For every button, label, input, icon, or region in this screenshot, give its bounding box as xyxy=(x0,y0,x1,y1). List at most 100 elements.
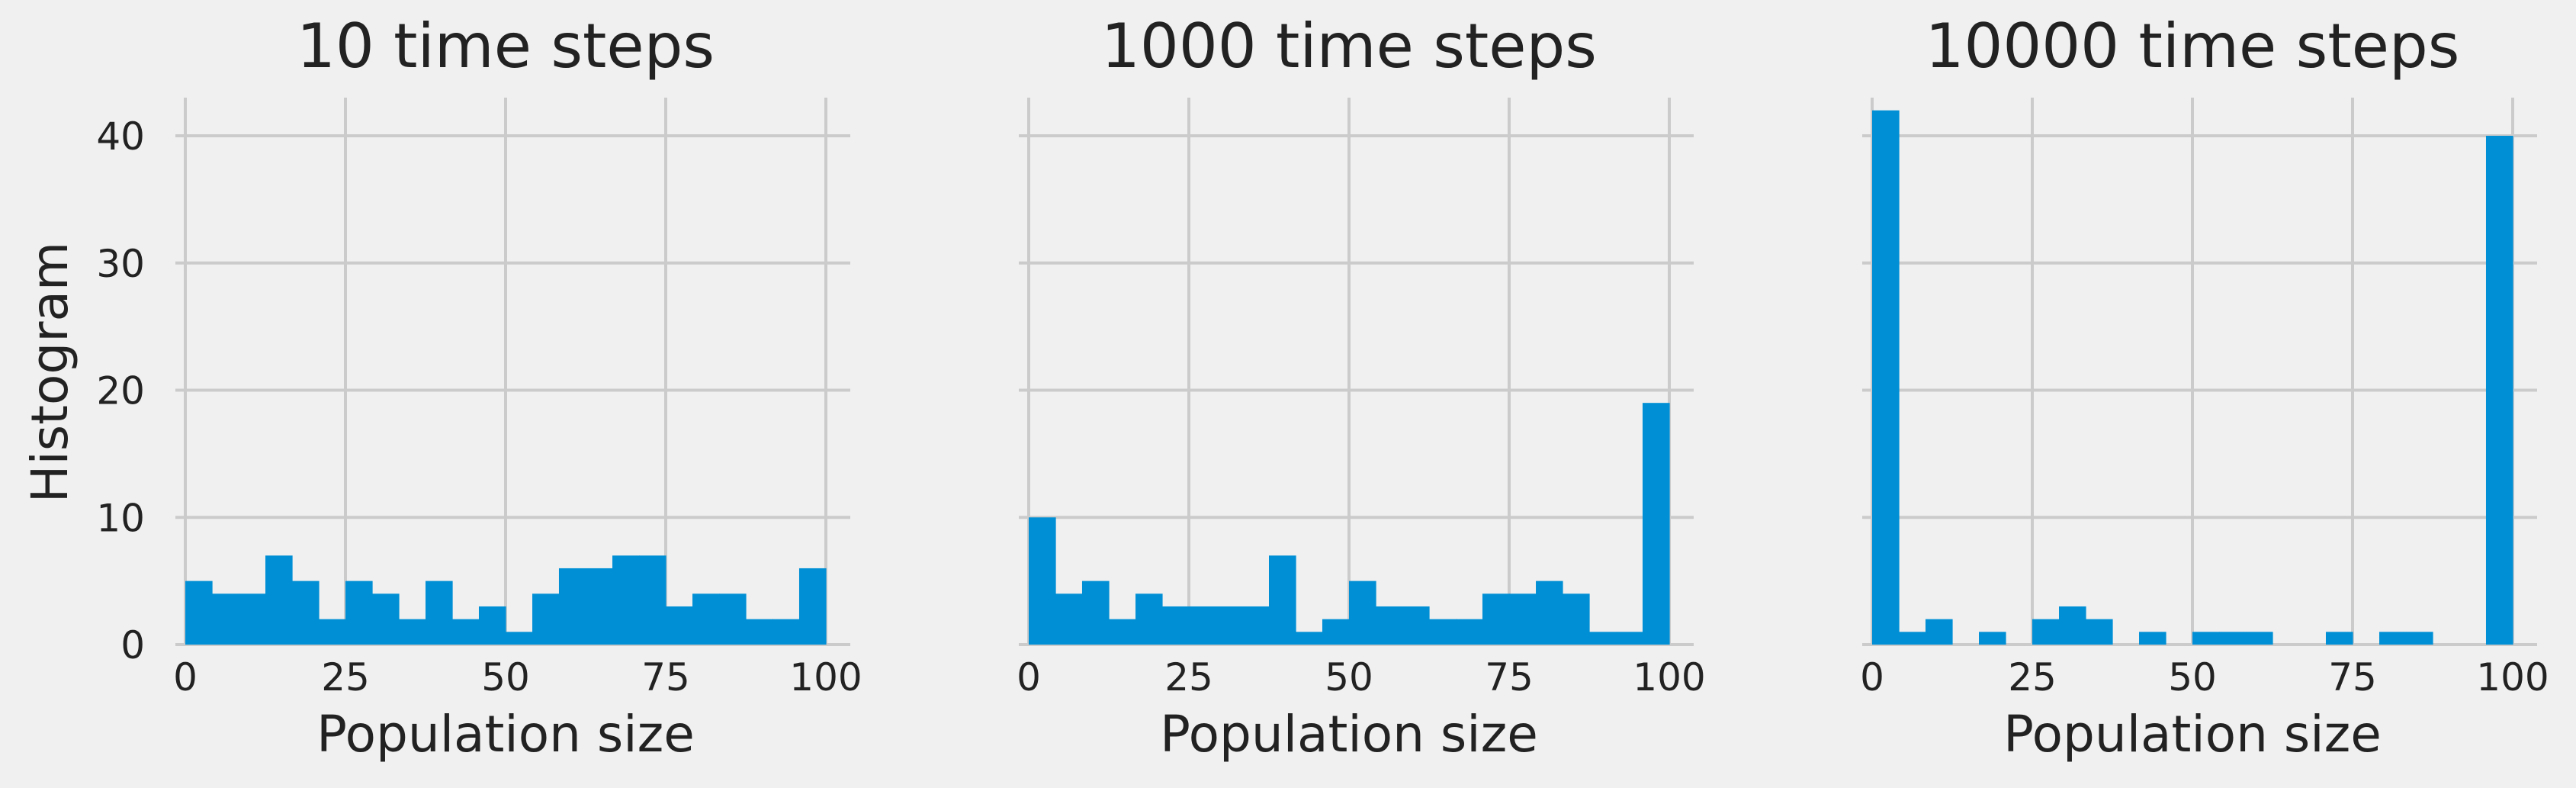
histogram-bar xyxy=(1482,593,1510,645)
y-tick-label: 20 xyxy=(96,369,145,413)
histogram-bar xyxy=(1402,606,1430,645)
histogram-bar xyxy=(506,632,533,645)
histogram-bar xyxy=(1872,110,1900,645)
y-tick-label: 0 xyxy=(120,623,145,667)
histogram-bar xyxy=(1349,581,1376,645)
x-tick-label: 25 xyxy=(1164,655,1213,700)
histogram-bar xyxy=(1925,619,1953,645)
y-tick-label: 30 xyxy=(96,242,145,286)
histogram-bar xyxy=(1109,619,1136,645)
bars xyxy=(1029,403,1670,645)
histogram-bar xyxy=(586,568,613,645)
x-tick-label: 25 xyxy=(321,655,370,700)
x-axis-label: Population size xyxy=(316,705,695,764)
y-tick-label: 40 xyxy=(96,114,145,159)
histogram-bar xyxy=(1376,606,1403,645)
histogram-bar xyxy=(1642,403,1670,645)
histogram-bar xyxy=(1509,593,1537,645)
histogram-bar xyxy=(212,593,239,645)
histogram-bar xyxy=(2325,632,2353,645)
x-ticks: 0 25 50 75 100 xyxy=(1860,655,2549,700)
histogram-bar xyxy=(372,593,400,645)
histogram-bar xyxy=(612,555,640,645)
y-ticks: 0 10 20 30 40 xyxy=(96,114,145,667)
histogram-bar xyxy=(1296,632,1323,645)
histogram-bar xyxy=(1161,606,1190,645)
panel-title: 10 time steps xyxy=(297,11,715,82)
panel-10000-time-steps: 10000 time steps Population size 0 25 50 75… xyxy=(1860,11,2549,764)
histogram-bar xyxy=(452,619,480,645)
histogram-bar xyxy=(772,619,800,645)
x-tick-label: 100 xyxy=(1633,655,1705,700)
histogram-bar xyxy=(666,606,693,645)
x-tick-label: 50 xyxy=(481,655,530,700)
histogram-bar xyxy=(718,593,747,645)
y-tick-label: 10 xyxy=(96,496,145,540)
histogram-bar xyxy=(1055,593,1083,645)
histogram-bar xyxy=(1429,619,1457,645)
x-tick-label: 25 xyxy=(2008,655,2057,700)
x-tick-label: 75 xyxy=(1485,655,1534,700)
histogram-bar xyxy=(1216,606,1243,645)
histogram-bar xyxy=(292,581,320,645)
histogram-bar xyxy=(238,593,266,645)
histogram-bar xyxy=(1269,555,1296,645)
histogram-bar xyxy=(798,568,827,645)
histogram-bar xyxy=(1456,619,1483,645)
histogram-bar xyxy=(532,593,560,645)
panel-1000-time-steps: 1000 time steps Population size 0 25 50 75 1… xyxy=(1017,11,1706,764)
histogram-bar xyxy=(1899,632,1926,645)
x-tick-label: 50 xyxy=(2168,655,2217,700)
x-tick-label: 100 xyxy=(2476,655,2549,700)
histogram-bar xyxy=(2219,632,2247,645)
bars xyxy=(185,555,827,645)
histogram-bar xyxy=(2485,136,2513,645)
histogram-bar xyxy=(1562,593,1590,645)
histogram-bar xyxy=(2245,632,2273,645)
histogram-bar xyxy=(2085,619,2113,645)
histogram-bar xyxy=(1029,517,1056,645)
histogram-bar xyxy=(1536,581,1563,645)
histogram-bar xyxy=(2139,632,2166,645)
histogram-bar xyxy=(2379,632,2407,645)
x-tick-label: 0 xyxy=(1860,655,1884,700)
x-axis-label: Population size xyxy=(2003,705,2382,764)
histogram-bar xyxy=(265,555,293,645)
x-tick-label: 75 xyxy=(641,655,690,700)
y-axis-label: Histogram xyxy=(21,242,79,503)
histogram-bar xyxy=(746,619,773,645)
histogram-bar xyxy=(1241,606,1270,645)
x-ticks: 0 25 50 75 100 xyxy=(1017,655,1706,700)
x-tick-label: 100 xyxy=(789,655,862,700)
histogram-bar xyxy=(1589,632,1617,645)
histogram-bar xyxy=(2192,632,2220,645)
histogram-bar xyxy=(692,593,720,645)
histogram-bar xyxy=(2059,606,2086,645)
histogram-bar xyxy=(398,619,426,645)
histogram-bar xyxy=(638,555,666,645)
bars xyxy=(1872,110,2513,645)
histogram-bar xyxy=(1616,632,1643,645)
histogram-bar xyxy=(1081,581,1110,645)
panel-title: 10000 time steps xyxy=(1926,11,2460,82)
x-tick-label: 50 xyxy=(1325,655,1373,700)
histogram-bar xyxy=(426,581,453,645)
histogram-bar xyxy=(558,568,586,645)
panel-10-time-steps: 10 time steps Population size Histogram … xyxy=(21,11,862,764)
x-tick-label: 75 xyxy=(2328,655,2377,700)
x-ticks: 0 25 50 75 100 xyxy=(173,655,862,700)
histogram-bar xyxy=(2405,632,2433,645)
histogram-bar xyxy=(1979,632,2006,645)
histogram-bar xyxy=(2032,619,2060,645)
histogram-bar xyxy=(1189,606,1216,645)
panel-title: 1000 time steps xyxy=(1101,11,1597,82)
histogram-bar xyxy=(478,606,506,645)
x-axis-label: Population size xyxy=(1160,705,1538,764)
histogram-bar xyxy=(185,581,213,645)
histogram-bar xyxy=(318,619,346,645)
histogram-bar xyxy=(345,581,373,645)
x-tick-label: 0 xyxy=(173,655,198,700)
histogram-bar xyxy=(1322,619,1350,645)
